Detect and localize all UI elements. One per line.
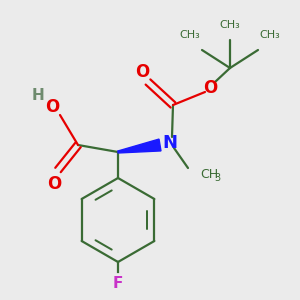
Text: O: O xyxy=(135,63,149,81)
Text: O: O xyxy=(45,98,59,116)
Text: CH₃: CH₃ xyxy=(220,20,240,30)
Text: 3: 3 xyxy=(214,173,220,183)
Text: F: F xyxy=(113,277,123,292)
Text: O: O xyxy=(203,79,217,97)
Text: N: N xyxy=(163,134,178,152)
Polygon shape xyxy=(118,139,161,153)
Text: CH₃: CH₃ xyxy=(180,30,200,40)
Text: CH: CH xyxy=(200,167,218,181)
Text: H: H xyxy=(32,88,44,103)
Text: CH₃: CH₃ xyxy=(260,30,280,40)
Text: O: O xyxy=(47,175,61,193)
